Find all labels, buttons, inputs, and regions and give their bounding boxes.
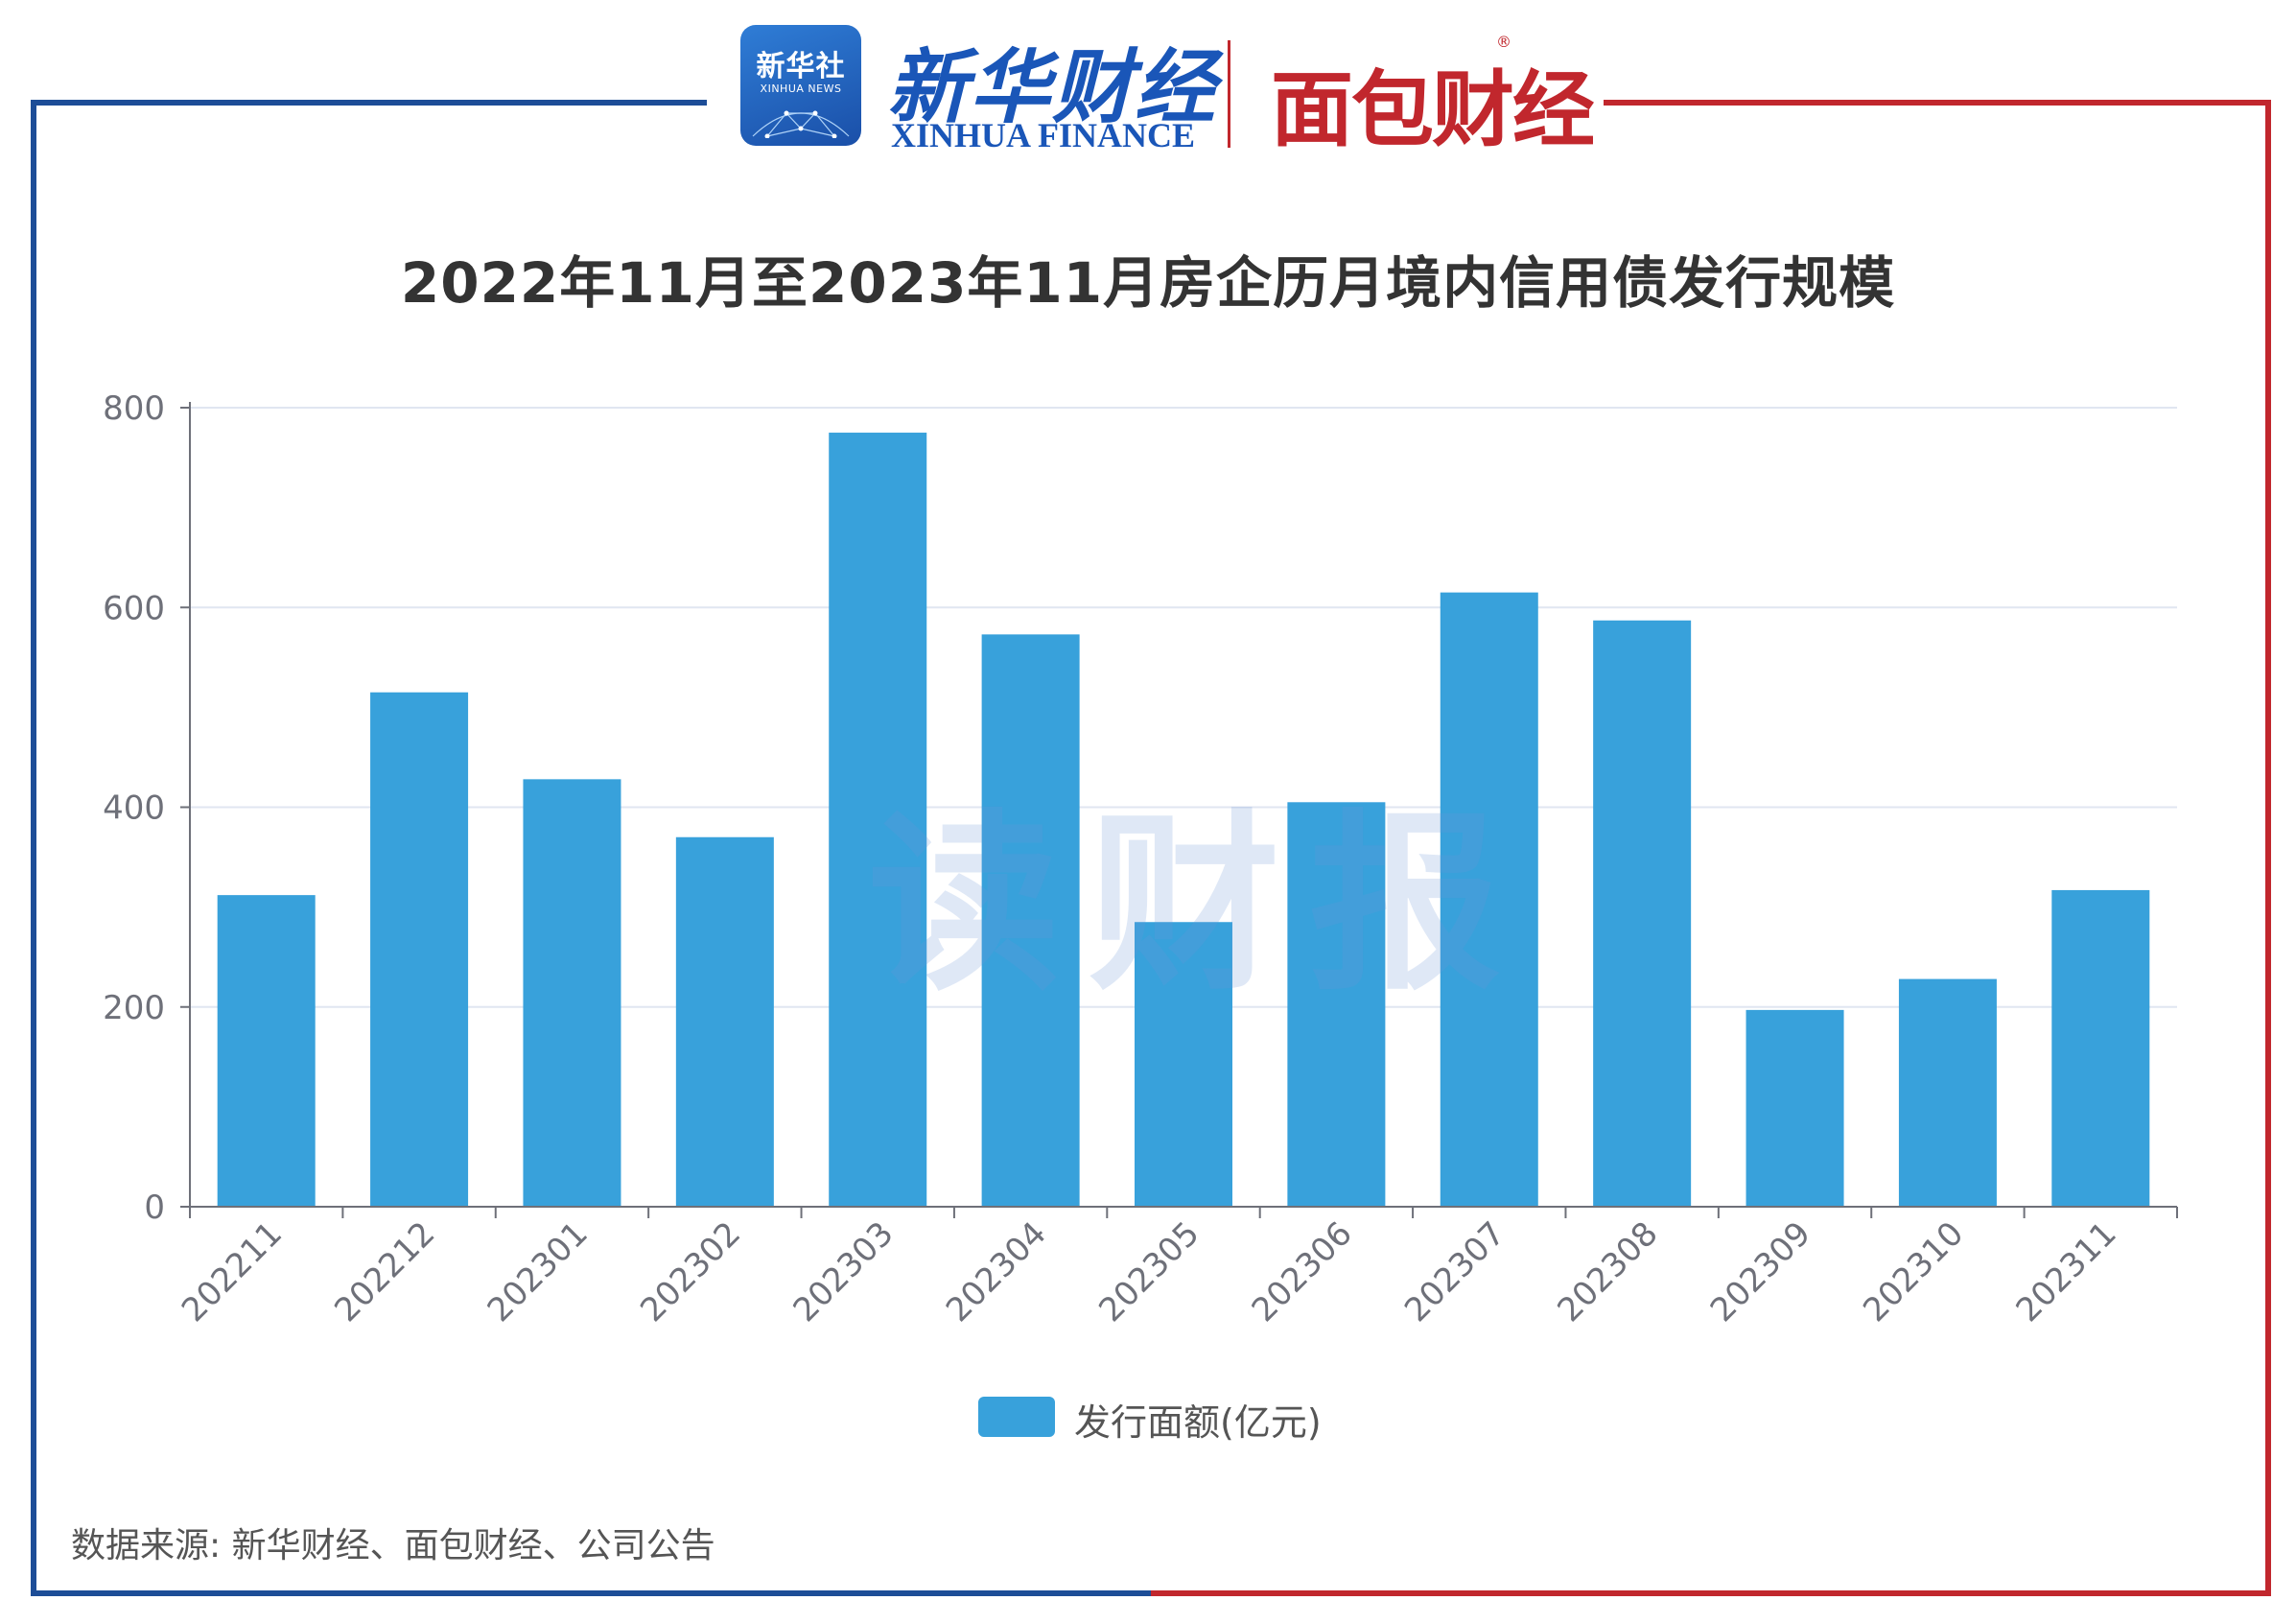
bar-202306	[1287, 802, 1386, 1207]
xinhua-finance-cn-text: 新华财经	[887, 39, 1218, 134]
x-tick-label: 202308	[1550, 1214, 1665, 1330]
frame-top-left-line	[31, 100, 707, 106]
x-tick-label: 202211	[175, 1214, 290, 1330]
x-tick-label: 202309	[1703, 1214, 1818, 1330]
bar-202311	[2051, 889, 2150, 1207]
x-tick-label: 202306	[1245, 1214, 1360, 1330]
bar-202303	[829, 433, 927, 1207]
bar-202308	[1593, 620, 1692, 1207]
frame-top-right-line	[1604, 100, 2271, 106]
bar-202301	[523, 779, 621, 1207]
frame-right-line	[2265, 100, 2271, 1596]
frame-left-line	[31, 100, 36, 1596]
y-tick-label: 600	[103, 589, 165, 627]
bar-202302	[675, 836, 774, 1207]
bar-202212	[370, 692, 469, 1207]
x-tick-label: 202307	[1397, 1214, 1512, 1330]
legend-label: 发行面额(亿元)	[1074, 1401, 1322, 1444]
bar-202307	[1440, 592, 1538, 1207]
bar-202305	[1134, 922, 1233, 1207]
chart-title: 2022年11月至2023年11月房企历月境内信用债发行规模	[400, 250, 1896, 316]
x-tick-label: 202305	[1091, 1214, 1207, 1330]
xinhua-badge-main-text: 新华社	[756, 50, 846, 83]
mianbao-finance-logo: 面包财经	[1271, 62, 1595, 158]
bar-202309	[1745, 1009, 1844, 1207]
xinhua-news-logo: 新华社 XINHUA NEWS	[740, 25, 861, 146]
xinhua-badge-sub-text: XINHUA NEWS	[760, 82, 842, 95]
x-tick-label: 202311	[2009, 1214, 2124, 1330]
x-tick-label: 202304	[939, 1214, 1054, 1330]
y-tick-label: 200	[103, 989, 165, 1027]
logo-divider	[1228, 40, 1230, 148]
network-globe-icon	[752, 110, 850, 138]
legend-swatch	[978, 1397, 1055, 1437]
source-note: 数据来源: 新华财经、面包财经、公司公告	[71, 1526, 715, 1565]
xinhua-finance-en-text: XINHUA FINANCE	[891, 116, 1196, 154]
frame-bottom-line	[31, 1590, 2271, 1596]
bar-202310	[1898, 978, 1997, 1207]
registered-mark: ®	[1496, 33, 1511, 51]
watermark-text: 读财报	[868, 793, 1531, 1017]
x-tick-label: 202310	[1856, 1214, 1971, 1330]
bar-202211	[217, 895, 316, 1207]
y-tick-label: 400	[103, 789, 165, 828]
y-tick-label: 800	[103, 389, 165, 428]
bar-202304	[981, 634, 1080, 1207]
x-tick-label: 202302	[633, 1214, 748, 1330]
y-tick-label: 0	[144, 1189, 165, 1227]
x-tick-label: 202301	[480, 1214, 596, 1330]
x-tick-label: 202212	[327, 1214, 442, 1330]
x-tick-label: 202303	[786, 1214, 902, 1330]
xinhua-finance-logo: 新华财经 XINHUA FINANCE	[887, 23, 1215, 157]
